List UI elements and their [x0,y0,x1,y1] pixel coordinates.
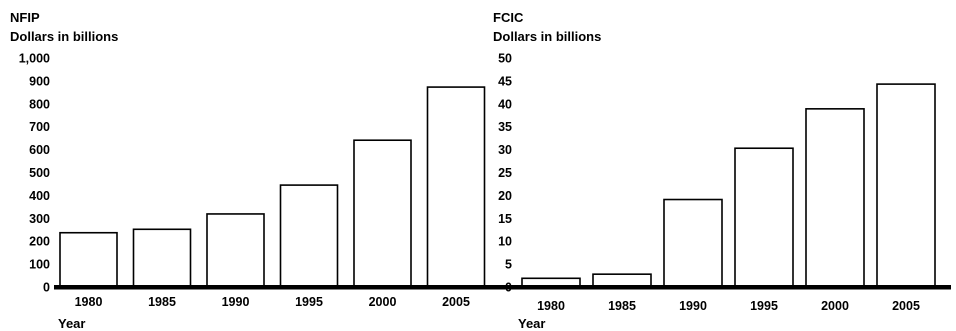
nfip-y-tick-label: 200 [29,235,50,249]
fcic-y-tick-label: 35 [498,120,512,134]
fcic-panel: FCIC Dollars in billions 051015202530354… [489,10,951,331]
nfip-y-tick-label: 500 [29,166,50,180]
nfip-y-tick-label: 600 [29,143,50,157]
nfip-x-tick-label: 1995 [295,295,323,309]
fcic-y-tick-label: 5 [505,258,512,272]
nfip-x-tick-labels: 1980 1985 1990 1995 2000 2005 [75,295,470,309]
nfip-panel: NFIP Dollars in billions 0 100 200 300 400 50… [10,10,489,331]
fcic-y-tick-label: 30 [498,143,512,157]
nfip-y-tick-label: 1,000 [19,52,50,66]
nfip-bar [426,86,486,288]
fcic-x-tick-label: 1995 [750,299,778,313]
nfip-y-tick-label: 800 [29,97,50,111]
nfip-x-axis-label: Year [58,316,85,331]
nfip-x-tick-label: 1990 [222,295,250,309]
nfip-bar [59,231,118,288]
fcic-bars [521,83,936,288]
fcic-x-axis-line [489,285,951,290]
fcic-y-tick-label: 45 [498,74,512,88]
nfip-y-tick-label: 900 [29,74,50,88]
nfip-y-tick-label: 700 [29,120,50,134]
nfip-y-tick-labels: 0 100 200 300 400 500 600 700 800 900 1,000 [19,52,50,295]
fcic-x-tick-label: 1980 [537,299,565,313]
fcic-y-tick-labels: 05101520253035404550 [498,52,512,295]
nfip-y-tick-label: 300 [29,212,50,226]
fcic-y-tick-label: 20 [498,189,512,203]
fcic-bar [663,198,723,288]
fcic-chart-title: FCIC [493,10,524,25]
fcic-bar [876,83,936,288]
nfip-y-tick-label: 0 [43,281,50,295]
nfip-x-tick-label: 2005 [442,295,470,309]
fcic-x-tick-label: 2000 [821,299,849,313]
nfip-y-tick-label: 100 [29,258,50,272]
fcic-y-tick-label: 40 [498,97,512,111]
fcic-y-axis-label: Dollars in billions [493,29,601,44]
nfip-bars [59,86,486,288]
fcic-x-tick-label: 1985 [608,299,636,313]
nfip-y-axis-label: Dollars in billions [10,29,118,44]
fcic-y-tick-label: 10 [498,235,512,249]
fcic-x-tick-label: 1990 [679,299,707,313]
nfip-y-tick-label: 400 [29,189,50,203]
fcic-y-tick-label: 15 [498,212,512,226]
nfip-chart-title: NFIP [10,10,40,25]
fcic-x-tick-labels: 1980 1985 1990 1995 2000 2005 [537,299,920,313]
nfip-x-axis-line [54,285,489,290]
fcic-y-tick-label: 25 [498,166,512,180]
nfip-bar [279,184,339,288]
fcic-y-tick-label: 50 [498,52,512,66]
nfip-bar [132,228,192,288]
nfip-x-tick-label: 1985 [148,295,176,309]
fcic-x-tick-label: 2005 [892,299,920,313]
fcic-bar [734,147,794,288]
nfip-x-tick-label: 1980 [75,295,103,309]
nfip-x-tick-label: 2000 [369,295,397,309]
fcic-x-axis-label: Year [518,316,545,331]
fcic-bar [805,108,865,288]
nfip-bar [353,139,412,288]
nfip-bar [206,213,265,288]
